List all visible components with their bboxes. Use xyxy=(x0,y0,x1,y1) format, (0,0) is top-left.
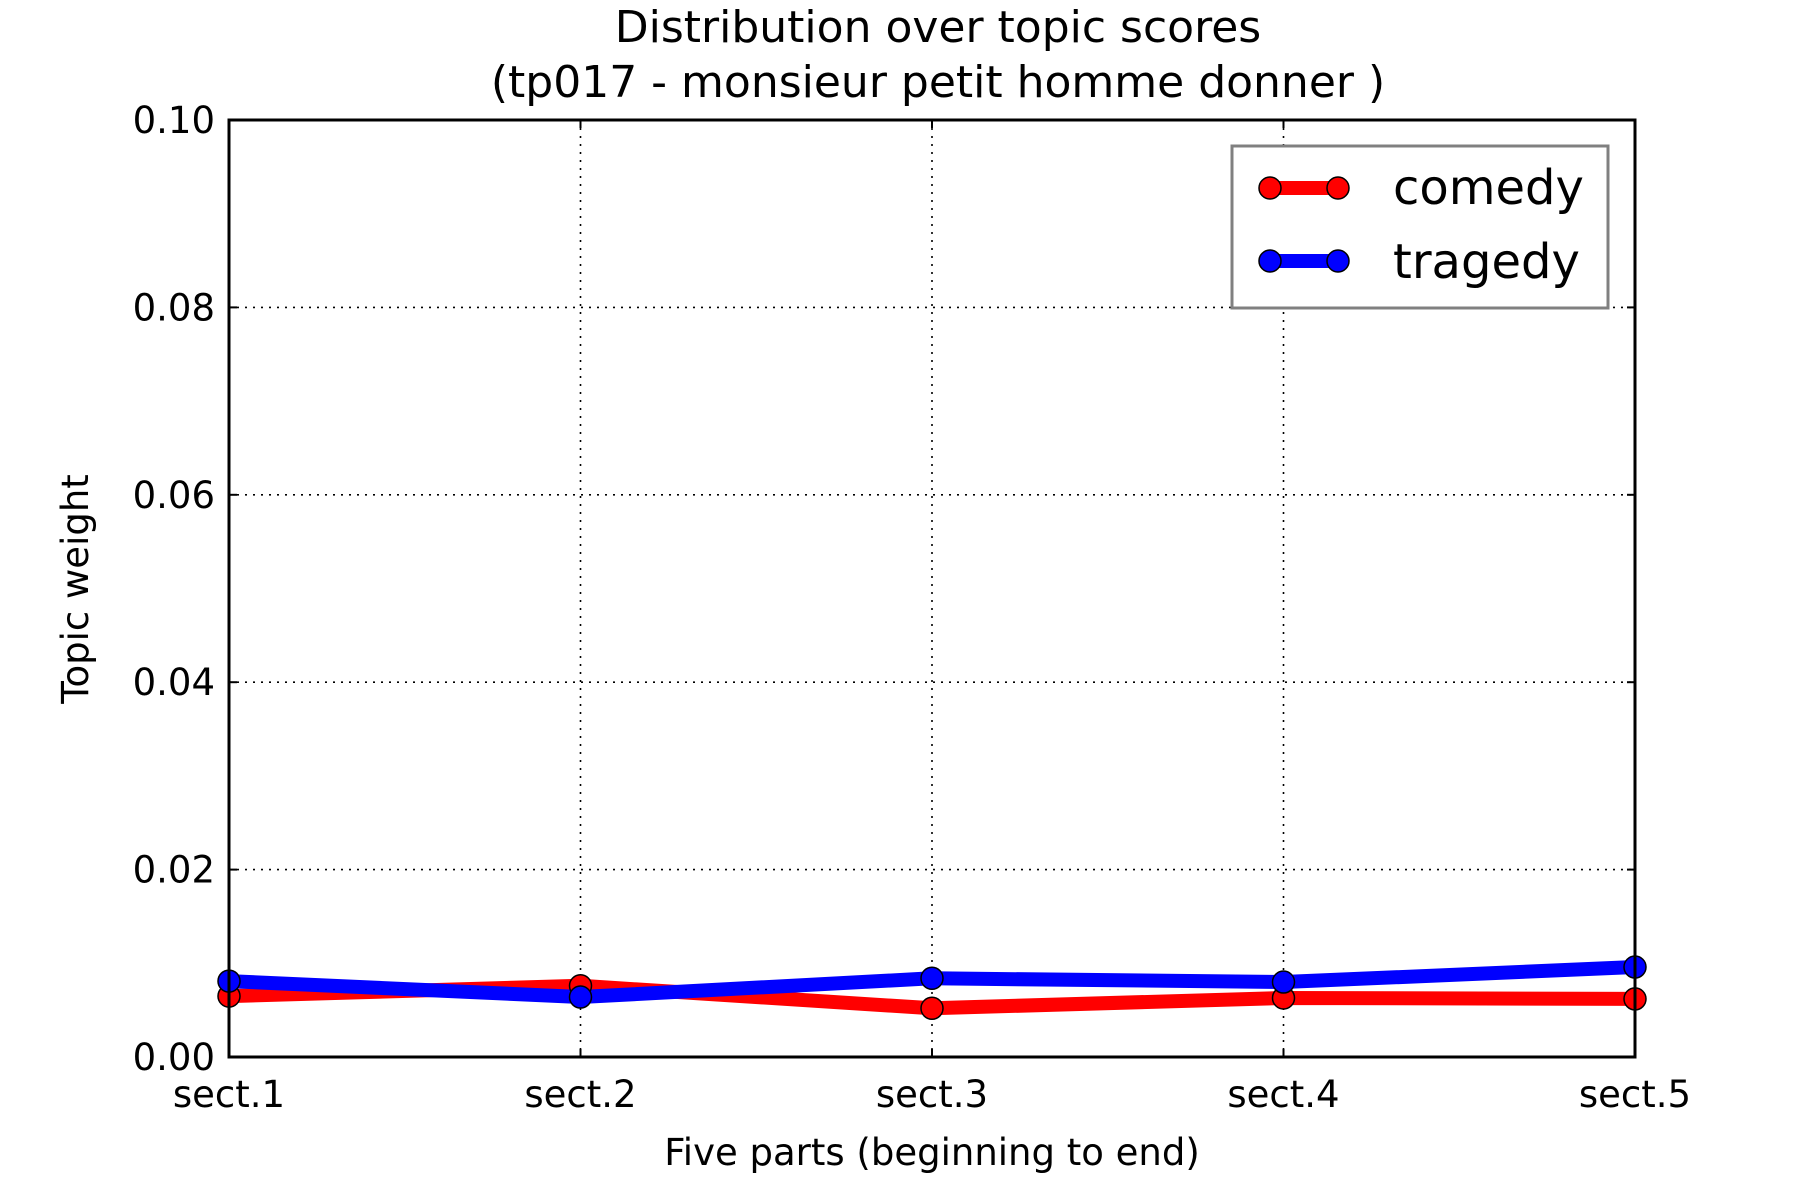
legend-marker-comedy-end xyxy=(1326,176,1350,200)
data-point-tragedy xyxy=(568,985,593,1009)
x-tick-label: sect.3 xyxy=(876,1073,988,1116)
data-point-tragedy xyxy=(1271,970,1296,994)
legend: comedy tragedy xyxy=(1230,144,1610,310)
legend-label-comedy: comedy xyxy=(1393,160,1584,216)
legend-label-tragedy: tragedy xyxy=(1393,234,1580,290)
y-tick-label: 0.08 xyxy=(133,286,215,329)
y-tick-label: 0.06 xyxy=(133,474,215,517)
y-axis-label: Topic weight xyxy=(54,474,97,705)
x-tick-label: sect.5 xyxy=(1579,1073,1691,1116)
chart-title: Distribution over topic scores xyxy=(615,2,1261,53)
x-tick-label: sect.2 xyxy=(524,1073,636,1116)
legend-entry-comedy: comedy xyxy=(1258,160,1584,216)
series-markers xyxy=(217,955,1647,1021)
chart-subtitle: (tp017 - monsieur petit homme donner ) xyxy=(491,57,1385,108)
y-tick-label: 0.04 xyxy=(133,661,215,704)
y-tick-label: 0.00 xyxy=(133,1036,215,1079)
data-point-tragedy xyxy=(920,966,944,991)
y-tick-label: 0.10 xyxy=(133,99,215,142)
x-axis-label: Five parts (beginning to end) xyxy=(664,1131,1200,1174)
legend-entry-tragedy: tragedy xyxy=(1258,234,1580,290)
x-tick-label: sect.4 xyxy=(1227,1073,1339,1116)
axis-ticks: sect.1 sect.2 sect.3 sect.4 sect.5 0.00 0.02 0.… xyxy=(133,99,1691,1116)
legend-marker-comedy-start xyxy=(1258,176,1282,200)
y-tick-label: 0.02 xyxy=(133,849,215,892)
legend-box xyxy=(1230,144,1610,310)
legend-marker-tragedy-end xyxy=(1326,249,1350,273)
x-tick-label: sect.1 xyxy=(173,1073,285,1116)
data-point-comedy xyxy=(920,996,944,1021)
legend-marker-tragedy-start xyxy=(1258,249,1282,273)
